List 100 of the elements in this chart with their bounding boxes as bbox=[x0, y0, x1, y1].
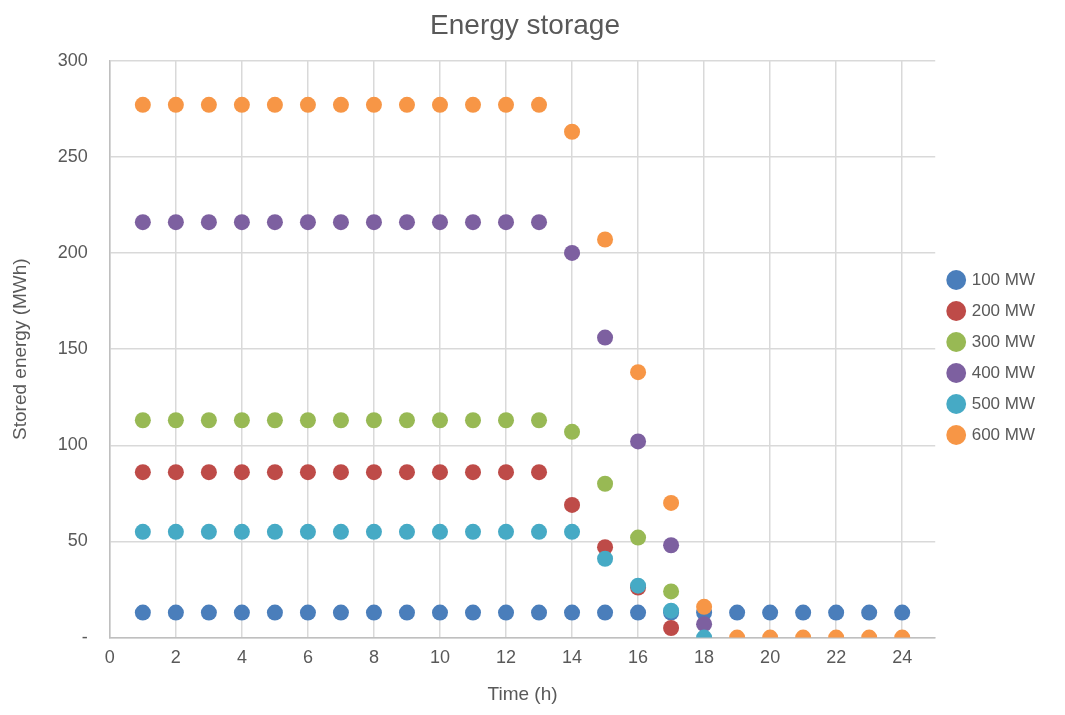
point bbox=[266, 523, 283, 540]
y-axis-title: Stored energy (MWh) bbox=[8, 258, 30, 440]
point bbox=[365, 214, 382, 231]
point bbox=[134, 412, 151, 429]
point bbox=[365, 464, 382, 481]
point bbox=[498, 604, 515, 621]
point bbox=[398, 412, 415, 429]
point bbox=[332, 412, 349, 429]
point bbox=[465, 412, 481, 429]
point bbox=[299, 412, 316, 429]
point bbox=[597, 475, 614, 492]
y-tick-label: 100 bbox=[57, 434, 88, 455]
point bbox=[531, 96, 548, 113]
point bbox=[332, 96, 349, 113]
point bbox=[200, 464, 217, 481]
point bbox=[465, 604, 481, 621]
point bbox=[365, 96, 382, 113]
point bbox=[233, 96, 250, 113]
point bbox=[431, 412, 448, 429]
point bbox=[431, 604, 448, 621]
point bbox=[465, 214, 481, 231]
point bbox=[233, 464, 250, 481]
point bbox=[531, 604, 548, 621]
point bbox=[431, 214, 448, 231]
point bbox=[894, 604, 911, 621]
point bbox=[167, 523, 184, 540]
point bbox=[564, 604, 581, 621]
point bbox=[795, 604, 812, 621]
legend-label: 200 MW bbox=[971, 300, 1035, 320]
point bbox=[663, 583, 680, 600]
point bbox=[564, 423, 581, 440]
x-tick-label: 8 bbox=[368, 647, 379, 668]
point bbox=[167, 464, 184, 481]
x-tick-label: 12 bbox=[496, 647, 517, 668]
point bbox=[398, 464, 415, 481]
point bbox=[630, 604, 647, 621]
point bbox=[465, 523, 481, 540]
x-tick-label: 6 bbox=[302, 647, 313, 668]
point bbox=[597, 550, 614, 567]
x-tick-label: 10 bbox=[429, 647, 450, 668]
y-tick-label: 150 bbox=[57, 338, 88, 359]
legend-label: 600 MW bbox=[971, 424, 1035, 444]
point bbox=[564, 123, 581, 140]
point bbox=[332, 523, 349, 540]
point bbox=[597, 231, 614, 248]
point bbox=[266, 604, 283, 621]
point bbox=[531, 412, 548, 429]
point bbox=[167, 412, 184, 429]
point bbox=[200, 604, 217, 621]
point bbox=[498, 214, 515, 231]
point bbox=[233, 412, 250, 429]
point bbox=[233, 523, 250, 540]
point bbox=[630, 529, 647, 546]
point bbox=[332, 464, 349, 481]
point bbox=[398, 523, 415, 540]
x-tick-label: 20 bbox=[760, 647, 781, 668]
point bbox=[332, 604, 349, 621]
point bbox=[696, 598, 713, 615]
point bbox=[233, 604, 250, 621]
point bbox=[498, 96, 515, 113]
legend-label: 500 MW bbox=[971, 393, 1035, 413]
point bbox=[398, 96, 415, 113]
point bbox=[266, 412, 283, 429]
point bbox=[398, 214, 415, 231]
chart-title: Energy storage bbox=[430, 8, 620, 40]
point bbox=[564, 523, 581, 540]
point bbox=[663, 494, 680, 511]
point bbox=[431, 96, 448, 113]
point bbox=[134, 214, 151, 231]
point bbox=[167, 214, 184, 231]
x-tick-label: 22 bbox=[826, 647, 847, 668]
point bbox=[299, 464, 316, 481]
point bbox=[266, 214, 283, 231]
point bbox=[663, 537, 680, 554]
point bbox=[299, 214, 316, 231]
legend-label: 300 MW bbox=[971, 331, 1035, 351]
legend-label: 100 MW bbox=[971, 269, 1035, 289]
point bbox=[696, 616, 713, 633]
point bbox=[564, 244, 581, 261]
point bbox=[266, 464, 283, 481]
point bbox=[431, 523, 448, 540]
x-axis-title: Time (h) bbox=[487, 682, 558, 704]
point bbox=[134, 523, 151, 540]
y-tick-label: 50 bbox=[67, 530, 88, 551]
point bbox=[630, 364, 647, 381]
point bbox=[332, 214, 349, 231]
y-tick-label: 300 bbox=[57, 49, 88, 70]
point bbox=[299, 523, 316, 540]
point bbox=[564, 496, 581, 513]
point bbox=[299, 96, 316, 113]
point bbox=[597, 329, 614, 346]
x-tick-label: 14 bbox=[562, 647, 583, 668]
x-tick-label: 16 bbox=[628, 647, 649, 668]
point bbox=[531, 523, 548, 540]
point bbox=[200, 523, 217, 540]
point bbox=[431, 464, 448, 481]
point bbox=[498, 523, 515, 540]
point bbox=[299, 604, 316, 621]
point bbox=[398, 604, 415, 621]
x-tick-label: 24 bbox=[892, 647, 913, 668]
